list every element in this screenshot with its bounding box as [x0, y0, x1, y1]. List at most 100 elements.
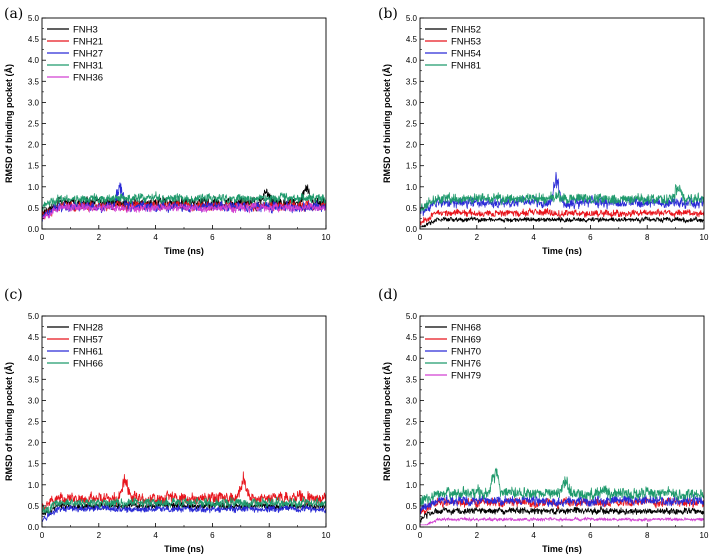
y-tick-label: 0.5 [28, 502, 40, 511]
x-tick-label: 0 [40, 531, 45, 540]
x-tick-label: 10 [700, 531, 709, 540]
y-tick-label: 4.5 [28, 35, 40, 44]
x-tick-label: 6 [210, 531, 215, 540]
y-tick-label: 0.0 [28, 523, 40, 532]
y-axis-title: RMSD of binding pocket (Å) [4, 64, 14, 183]
series-line-fnh70 [420, 493, 704, 515]
y-tick-label: 3.0 [406, 98, 418, 107]
legend-entry: FNH79 [451, 371, 481, 382]
plot-area [420, 467, 704, 526]
series-line-fnh81 [420, 184, 704, 212]
x-axis-title: Time (ns) [542, 544, 582, 554]
series-line-fnh79 [420, 516, 704, 526]
y-tick-label: 2.0 [28, 141, 40, 150]
legend-entry: FNH68 [451, 323, 481, 334]
y-tick-label: 3.0 [28, 396, 40, 405]
legend-entry: FNH54 [451, 49, 481, 60]
x-tick-label: 4 [153, 531, 158, 540]
x-axis-title: Time (ns) [542, 246, 582, 256]
y-tick-label: 5.0 [406, 14, 418, 23]
legend-entry: FNH66 [73, 359, 103, 370]
series-line-fnh76 [420, 467, 704, 506]
panel-label: (d) [378, 287, 398, 303]
x-tick-label: 0 [418, 531, 423, 540]
plot-area [42, 182, 326, 222]
panel-label: (c) [4, 287, 23, 303]
y-tick-label: 2.5 [28, 418, 40, 427]
series-line-fnh54 [420, 171, 704, 217]
y-tick-label: 2.0 [406, 439, 418, 448]
y-tick-label: 0.5 [28, 204, 40, 213]
x-tick-label: 0 [418, 233, 423, 242]
y-tick-label: 2.5 [406, 418, 418, 427]
series-line-fnh66 [42, 496, 326, 515]
panel-d: (d) 0.0 0.5 1.0 1.5 2.0 2.5 3.0 3.5 4.0 4.5 5.0 0 2 4 6… [378, 287, 709, 554]
y-tick-label: 2.5 [28, 120, 40, 129]
y-tick-label: 3.0 [406, 396, 418, 405]
y-tick-label: 4.5 [406, 35, 418, 44]
panel-b: (b) 0.0 0.5 1.0 1.5 2.0 2.5 3.0 3.5 4.0 4.5 5.0 0 2 4 6… [378, 6, 709, 256]
legend-entry: FNH36 [73, 73, 103, 84]
plot-area [42, 471, 326, 522]
y-tick-label: 1.0 [28, 481, 40, 490]
y-axis-title: RMSD of binding pocket (Å) [382, 362, 392, 481]
y-tick-label: 5.0 [28, 312, 40, 321]
y-tick-label: 3.5 [406, 77, 418, 86]
legend-entry: FNH53 [451, 37, 481, 48]
legend-entry: FNH61 [73, 347, 103, 358]
x-tick-label: 2 [97, 531, 102, 540]
y-tick-label: 1.5 [28, 460, 40, 469]
y-tick-label: 3.5 [28, 375, 40, 384]
panel-c: (c) 0.0 0.5 1.0 1.5 2.0 2.5 3.0 3.5 4.0 4.5 5.0 0 2 4 6… [4, 287, 331, 554]
series-line-fnh61 [42, 503, 326, 522]
legend-entry: FNH28 [73, 323, 103, 334]
y-tick-label: 2.0 [28, 439, 40, 448]
x-tick-label: 10 [322, 233, 331, 242]
x-tick-label: 8 [645, 531, 650, 540]
x-axis-title: Time (ns) [164, 246, 204, 256]
y-tick-label: 5.0 [406, 312, 418, 321]
x-tick-label: 2 [97, 233, 102, 242]
y-tick-label: 1.0 [406, 183, 418, 192]
y-tick-label: 4.0 [406, 354, 418, 363]
x-tick-label: 6 [588, 531, 593, 540]
x-tick-label: 6 [210, 233, 215, 242]
x-tick-label: 6 [588, 233, 593, 242]
legend-entry: FNH57 [73, 335, 103, 346]
x-tick-label: 8 [267, 531, 272, 540]
y-tick-label: 2.5 [406, 120, 418, 129]
series-line-fnh68 [420, 506, 704, 523]
x-tick-label: 4 [153, 233, 158, 242]
y-tick-label: 0.0 [28, 225, 40, 234]
y-tick-label: 1.5 [406, 460, 418, 469]
x-tick-label: 8 [645, 233, 650, 242]
y-tick-label: 2.0 [406, 141, 418, 150]
series-line-fnh31 [42, 191, 326, 211]
y-tick-label: 3.5 [406, 375, 418, 384]
y-tick-label: 4.5 [28, 333, 40, 342]
x-tick-label: 4 [531, 233, 536, 242]
x-tick-label: 0 [40, 233, 45, 242]
y-tick-label: 3.5 [28, 77, 40, 86]
x-tick-label: 10 [322, 531, 331, 540]
panel-label: (b) [378, 6, 398, 22]
legend-entry: FNH81 [451, 61, 481, 72]
x-tick-label: 10 [700, 233, 709, 242]
x-tick-label: 2 [475, 531, 480, 540]
y-tick-label: 0.5 [406, 502, 418, 511]
y-axis-title: RMSD of binding pocket (Å) [4, 362, 14, 481]
panel-label: (a) [4, 6, 23, 22]
y-tick-label: 4.5 [406, 333, 418, 342]
y-tick-label: 0.5 [406, 204, 418, 213]
legend-entry: FNH27 [73, 49, 103, 60]
legend-entry: FNH31 [73, 61, 103, 72]
series-line-fnh53 [420, 207, 704, 226]
x-tick-label: 2 [475, 233, 480, 242]
legend-entry: FNH52 [451, 25, 481, 36]
legend-entry: FNH69 [451, 335, 481, 346]
y-tick-label: 5.0 [28, 14, 40, 23]
